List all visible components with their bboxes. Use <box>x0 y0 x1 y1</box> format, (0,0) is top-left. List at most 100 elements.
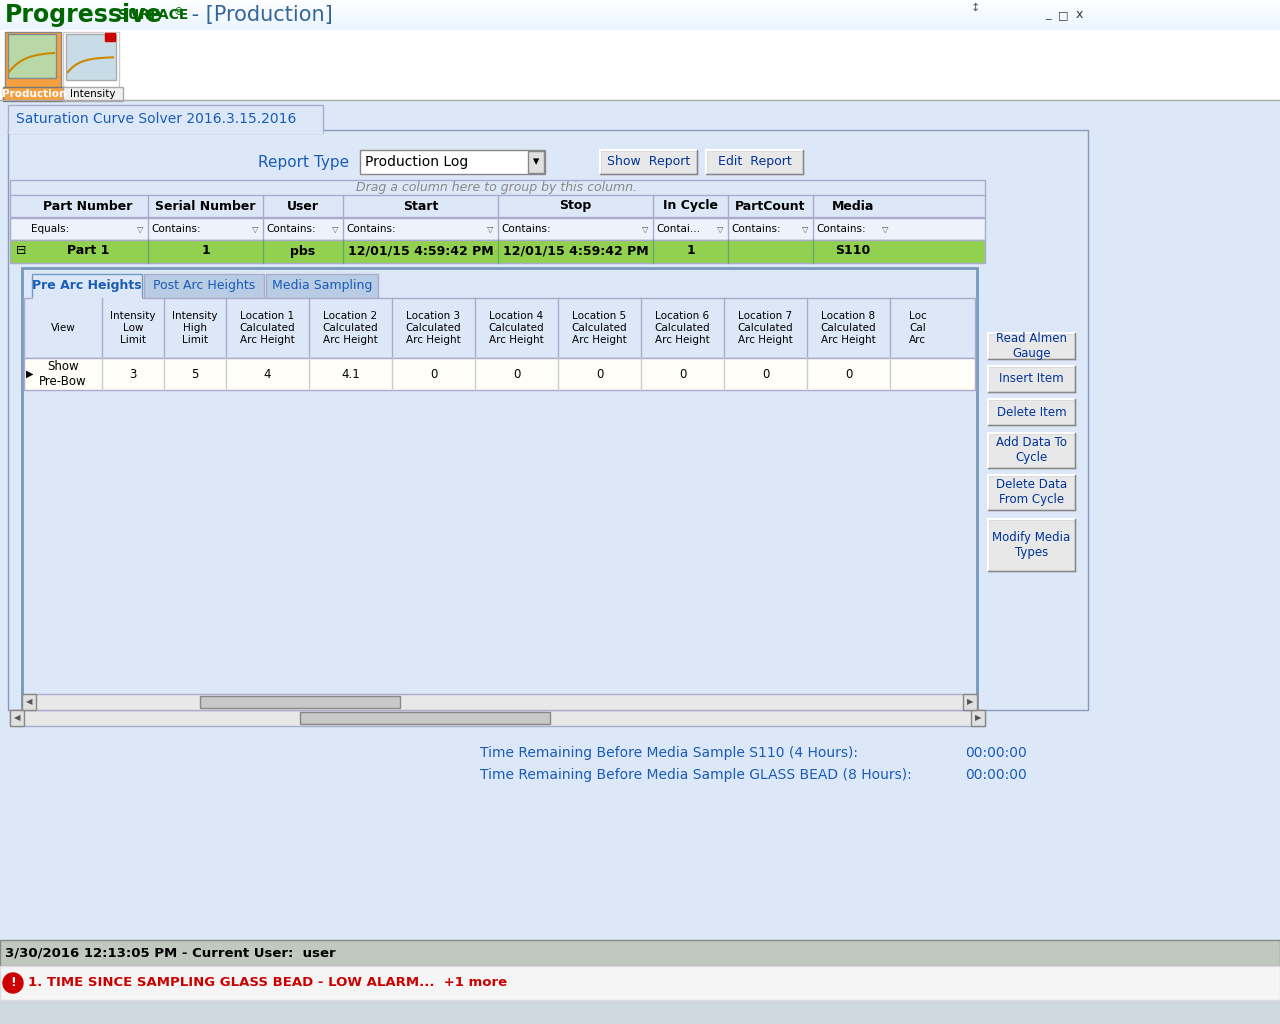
Bar <box>5 32 61 88</box>
Text: Intensity
Low
Limit: Intensity Low Limit <box>110 311 156 345</box>
Text: 12/01/15 4:59:42 PM: 12/01/15 4:59:42 PM <box>348 245 493 257</box>
Text: Location 7
Calculated
Arc Height: Location 7 Calculated Arc Height <box>737 311 794 345</box>
Bar <box>988 399 1075 425</box>
Text: User: User <box>287 200 319 213</box>
Text: Intensity
High
Limit: Intensity High Limit <box>173 311 218 345</box>
Bar <box>200 696 399 708</box>
Text: ▽: ▽ <box>486 224 493 233</box>
Text: Loc
Cal
Arc: Loc Cal Arc <box>909 311 927 345</box>
Text: ▽: ▽ <box>252 224 259 233</box>
Text: In Cycle: In Cycle <box>663 200 718 213</box>
Text: Edit  Report: Edit Report <box>718 156 791 169</box>
Text: Contai...: Contai... <box>657 224 700 234</box>
Bar <box>988 433 1075 468</box>
Text: _: _ <box>1046 10 1051 20</box>
Text: ▽: ▽ <box>717 224 723 233</box>
Bar <box>105 33 115 41</box>
Bar <box>707 150 803 174</box>
Text: 0: 0 <box>595 368 603 381</box>
Text: Contains:: Contains: <box>817 224 865 234</box>
Text: Read Almen
Gauge: Read Almen Gauge <box>996 332 1068 360</box>
Text: View: View <box>51 323 76 333</box>
Bar <box>143 274 264 298</box>
Text: Location 8
Calculated
Arc Height: Location 8 Calculated Arc Height <box>820 311 877 345</box>
Text: Report Type: Report Type <box>259 155 349 170</box>
Text: 0: 0 <box>513 368 520 381</box>
Bar <box>988 366 1075 392</box>
Text: ▽: ▽ <box>641 224 648 233</box>
Bar <box>22 694 36 710</box>
Text: Delete Item: Delete Item <box>997 406 1066 419</box>
Text: 0: 0 <box>678 368 686 381</box>
Text: Media Sampling: Media Sampling <box>271 280 372 293</box>
Bar <box>0 1000 1280 1024</box>
Text: ▶: ▶ <box>966 697 973 707</box>
Text: Location 2
Calculated
Arc Height: Location 2 Calculated Arc Height <box>323 311 379 345</box>
Text: 4.1: 4.1 <box>342 368 360 381</box>
Bar <box>63 87 123 101</box>
Text: ▽: ▽ <box>882 224 888 233</box>
Bar <box>10 195 986 217</box>
Bar <box>24 298 975 358</box>
Text: Media: Media <box>832 200 874 213</box>
Text: Start: Start <box>403 200 438 213</box>
Text: SURFACE: SURFACE <box>118 8 188 22</box>
Text: Equals:: Equals: <box>31 224 69 234</box>
Bar <box>0 726 1280 940</box>
Bar <box>360 150 545 174</box>
Text: Delete Data
From Cycle: Delete Data From Cycle <box>996 478 1068 507</box>
Text: Part Number: Part Number <box>44 200 133 213</box>
Bar <box>0 940 1280 966</box>
Text: Contains:: Contains: <box>346 224 396 234</box>
Text: 3: 3 <box>129 368 137 381</box>
Text: ▽: ▽ <box>137 224 143 233</box>
Bar <box>988 475 1075 510</box>
Bar <box>266 274 378 298</box>
Text: 4: 4 <box>264 368 271 381</box>
Bar <box>300 712 550 724</box>
Text: Progressive: Progressive <box>5 3 163 27</box>
Text: Saturation Curve Solver 2016.3.15.2016: Saturation Curve Solver 2016.3.15.2016 <box>15 112 297 126</box>
Text: Contains:: Contains: <box>500 224 550 234</box>
Bar <box>10 710 24 726</box>
Text: Location 6
Calculated
Arc Height: Location 6 Calculated Arc Height <box>654 311 710 345</box>
Bar <box>529 151 544 173</box>
Text: - [Production]: - [Production] <box>186 5 333 25</box>
Text: Location 5
Calculated
Arc Height: Location 5 Calculated Arc Height <box>572 311 627 345</box>
Text: Contains:: Contains: <box>266 224 316 234</box>
Text: Add Data To
Cycle: Add Data To Cycle <box>996 436 1068 465</box>
Text: !: ! <box>10 977 15 989</box>
Bar <box>8 105 323 133</box>
Text: ▾: ▾ <box>532 156 539 169</box>
Text: S110: S110 <box>836 245 870 257</box>
Text: Post Arc Heights: Post Arc Heights <box>152 280 255 293</box>
Bar <box>3 87 65 101</box>
Text: ®: ® <box>174 7 184 17</box>
Text: Pre Arc Heights: Pre Arc Heights <box>32 280 142 293</box>
Bar <box>33 297 141 299</box>
Text: Location 3
Calculated
Arc Height: Location 3 Calculated Arc Height <box>406 311 461 345</box>
Bar <box>600 150 698 174</box>
Text: ◀: ◀ <box>26 697 32 707</box>
Bar <box>0 966 1280 1000</box>
Text: □: □ <box>1057 10 1069 20</box>
Text: Production Log: Production Log <box>365 155 468 169</box>
Text: Location 1
Calculated
Arc Height: Location 1 Calculated Arc Height <box>239 311 296 345</box>
Text: 0: 0 <box>430 368 438 381</box>
Text: Time Remaining Before Media Sample S110 (4 Hours):: Time Remaining Before Media Sample S110 … <box>480 746 858 760</box>
Bar <box>8 130 1088 710</box>
Text: pbs: pbs <box>291 245 316 257</box>
Text: x: x <box>1075 8 1083 22</box>
Text: Insert Item: Insert Item <box>1000 373 1064 385</box>
Text: ▽: ▽ <box>332 224 338 233</box>
Bar <box>22 268 977 716</box>
Text: 00:00:00: 00:00:00 <box>965 768 1027 782</box>
Text: ◀: ◀ <box>14 714 20 723</box>
Text: Production: Production <box>1 89 67 99</box>
Bar <box>63 32 119 88</box>
Text: Time Remaining Before Media Sample GLASS BEAD (8 Hours):: Time Remaining Before Media Sample GLASS… <box>480 768 911 782</box>
Text: Location 4
Calculated
Arc Height: Location 4 Calculated Arc Height <box>489 311 544 345</box>
Text: 1: 1 <box>686 245 695 257</box>
Text: Show  Report: Show Report <box>607 156 690 169</box>
Text: 3/30/2016 12:13:05 PM - Current User:  user: 3/30/2016 12:13:05 PM - Current User: us… <box>5 946 335 959</box>
